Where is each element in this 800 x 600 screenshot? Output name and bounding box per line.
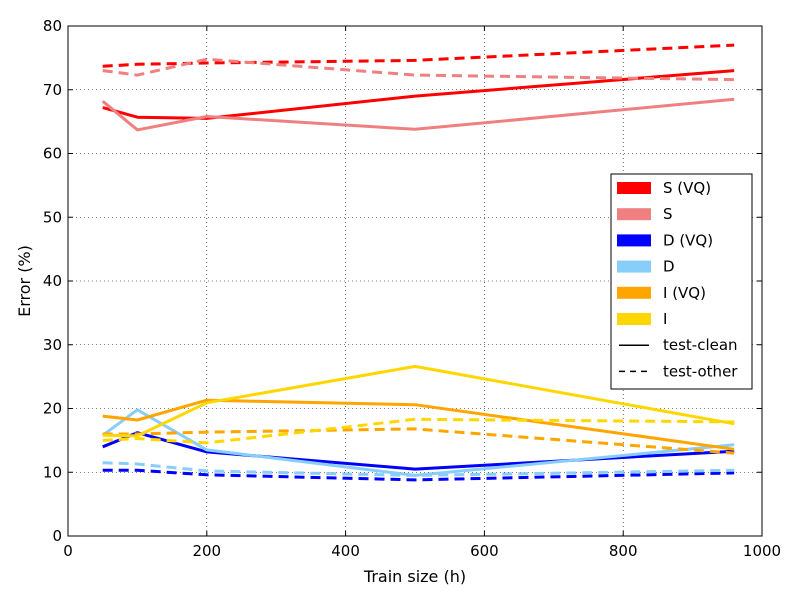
- x-tick-label: 1000: [743, 542, 781, 560]
- series-lines: [101, 43, 735, 482]
- series-s-test-other: [102, 57, 735, 82]
- y-tick-label: 0: [52, 527, 62, 545]
- y-tick-label: 50: [43, 208, 62, 226]
- legend-item-s-vq-label: S (VQ): [663, 179, 711, 197]
- series-i-vq-test-other: [102, 427, 735, 455]
- legend-item-d-vq-swatch: [617, 234, 651, 247]
- y-tick-label: 60: [43, 145, 62, 163]
- y-tick-label: 30: [43, 336, 62, 354]
- series-i-test-clean: [102, 364, 735, 438]
- legend-item-i-label: I: [663, 310, 667, 328]
- y-tick-label: 10: [43, 463, 62, 481]
- series-d-vq-test-clean: [102, 431, 735, 471]
- legend-box: [610, 173, 753, 390]
- x-tick-label: 200: [192, 542, 221, 560]
- series-i-test-other: [102, 417, 735, 445]
- legend-item-d-vq-label: D (VQ): [663, 231, 713, 249]
- legend-item-s-label: S: [663, 205, 673, 223]
- legend-item-i-vq-label: I (VQ): [663, 284, 706, 302]
- y-tick-label: 80: [43, 17, 62, 35]
- series-s-vq-test-other: [102, 43, 735, 68]
- legend-item-s-swatch: [617, 208, 651, 221]
- legend-item-i-vq-swatch: [617, 286, 651, 299]
- axis-ticks: 0 200 400 600 800 1000 0 10 20 30 40 50 60 70 80: [43, 17, 781, 560]
- x-tick-label: 600: [470, 542, 499, 560]
- legend-item-i-swatch: [617, 313, 651, 325]
- legend-item-s-vq-swatch: [617, 182, 651, 194]
- legend-item-d-label: D: [663, 258, 675, 276]
- y-tick-label: 40: [43, 272, 62, 290]
- x-axis-title: Train size (h): [363, 567, 466, 586]
- legend-item-d-swatch: [617, 260, 651, 273]
- y-tick-label: 20: [43, 400, 62, 418]
- series-s-test-clean: [101, 97, 735, 132]
- y-tick-label: 70: [43, 81, 62, 99]
- series-d-vq-test-other: [102, 468, 735, 482]
- legend-item-test-clean-label: test-clean: [663, 336, 738, 354]
- x-tick-label: 0: [63, 542, 73, 560]
- x-tick-label: 400: [331, 542, 360, 560]
- series-s-vq-test-clean: [102, 69, 735, 120]
- series-d-test-other: [102, 461, 735, 477]
- x-tick-label: 800: [609, 542, 638, 560]
- y-axis-title: Error (%): [15, 245, 34, 317]
- legend-item-test-other-label: test-other: [663, 362, 738, 380]
